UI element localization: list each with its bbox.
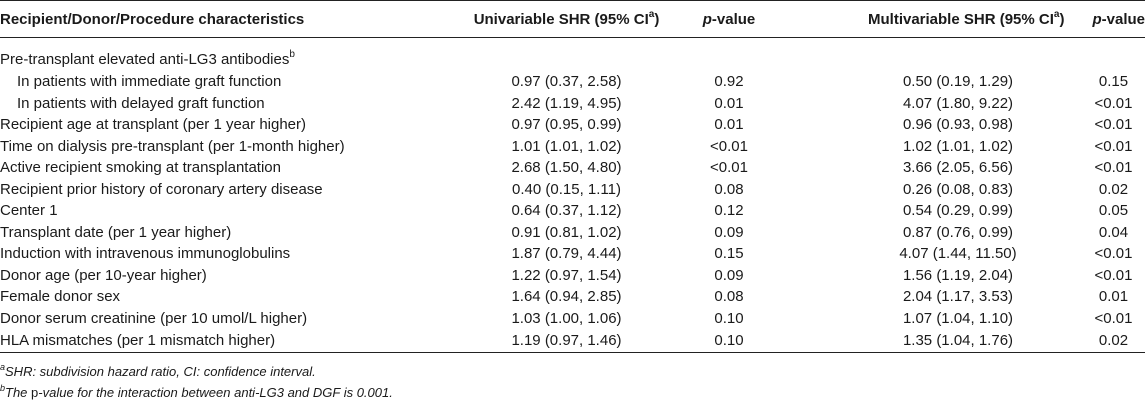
- univariable-p-value-cell: 0.08: [714, 288, 744, 306]
- univariable-p-value-cell: 0.01: [714, 116, 744, 134]
- table-row: Induction with intravenous immunoglobuli…: [0, 243, 1145, 265]
- univariable-shr-cell: 0.40 (0.15, 1.11): [512, 180, 621, 198]
- table-row: HLA mismatches (per 1 mismatch higher) 1.…: [0, 329, 1145, 353]
- univariable-p-value-cell: 0.08: [714, 180, 744, 198]
- footnote-a: aSHR: subdivision hazard ratio, CI: conf…: [0, 361, 316, 379]
- multivariable-p-value-cell: <0.01: [1094, 137, 1133, 155]
- row-label: Donor age (per 10-year higher): [0, 266, 207, 284]
- multivariable-p-value-cell: 0.02: [1098, 180, 1129, 198]
- row-label: Center 1: [0, 202, 58, 220]
- univariable-shr-cell: 0.97 (0.95, 0.99): [511, 116, 622, 134]
- univariable-p-value-cell: 0.09: [714, 223, 744, 241]
- header-characteristics: Recipient/Donor/Procedure characteristic…: [0, 0, 405, 38]
- multivariable-shr-cell: 0.87 (0.76, 0.99): [902, 223, 1014, 241]
- table-row: In patients with delayed graft function 2…: [0, 93, 1145, 115]
- header-multivariable-shr: Multivariable SHR (95% CIa): [796, 0, 1064, 38]
- multivariable-p-value-cell: <0.01: [1094, 94, 1133, 112]
- univariable-shr-cell: 1.22 (0.97, 1.54): [511, 266, 622, 284]
- multivariable-shr-cell: 1.56 (1.19, 2.04): [902, 266, 1014, 284]
- multivariable-p-value-cell: 0.01: [1098, 288, 1129, 306]
- univariable-shr-cell: 0.64 (0.37, 1.12): [511, 202, 622, 220]
- univariable-shr-cell: 0.97 (0.37, 2.58): [511, 73, 622, 91]
- univariable-shr-cell: 1.01 (1.01, 1.02): [511, 137, 622, 155]
- univariable-p-value-cell: 0.92: [714, 73, 744, 91]
- table-row: Active recipient smoking at transplantat…: [0, 157, 1145, 179]
- row-label: In patients with immediate graft functio…: [17, 73, 282, 91]
- row-label: Recipient age at transplant (per 1 year …: [0, 116, 307, 134]
- multivariable-p-value-cell: 0.02: [1050, 329, 1145, 353]
- multivariable-p-value-cell: <0.01: [1094, 309, 1133, 327]
- multivariable-p-value-cell: <0.01: [1094, 116, 1133, 134]
- multivariable-shr-cell: 1.07 (1.04, 1.10): [902, 309, 1014, 327]
- header-row: Recipient/Donor/Procedure characteristic…: [0, 0, 1145, 38]
- univariable-p-value-cell: 0.12: [714, 202, 744, 220]
- univariable-p-value-cell: <0.01: [710, 159, 748, 177]
- multivariable-shr-cell: 4.07 (1.44, 11.50): [899, 245, 1017, 263]
- univariable-shr-cell: 1.19 (0.97, 1.46): [405, 329, 662, 353]
- multivariable-shr-cell: 3.66 (2.05, 6.56): [902, 159, 1014, 177]
- univariable-shr-cell: 2.42 (1.19, 4.95): [511, 94, 622, 112]
- multivariable-p-value-cell: <0.01: [1094, 245, 1133, 263]
- multivariable-p-value-cell: <0.01: [1094, 266, 1133, 284]
- multivariable-shr-cell: 2.04 (1.17, 3.53): [902, 288, 1014, 306]
- univariable-shr-cell: 1.87 (0.79, 4.44): [511, 245, 622, 263]
- row-label: Female donor sex: [0, 288, 121, 306]
- row-label: Transplant date (per 1 year higher): [0, 223, 232, 241]
- row-label: Recipient prior history of coronary arte…: [0, 180, 323, 198]
- row-label: Donor serum creatinine (per 10 umol/L hi…: [0, 309, 308, 327]
- footnote-b: bThe p-value for the interaction between…: [0, 382, 393, 400]
- multivariable-shr-cell: 1.35 (1.04, 1.76): [796, 329, 1050, 353]
- header-univariable-shr: Univariable SHR (95% CIa): [405, 0, 662, 38]
- univariable-p-value-cell: 0.10: [662, 329, 796, 353]
- row-label: HLA mismatches (per 1 mismatch higher): [0, 329, 405, 353]
- multivariable-p-value-cell: 0.05: [1098, 202, 1129, 220]
- univariable-p-value-cell: 0.09: [714, 266, 744, 284]
- multivariable-shr-cell: 0.26 (0.08, 0.83): [902, 180, 1014, 198]
- row-label: Induction with intravenous immunoglobuli…: [0, 245, 291, 263]
- table-row: Recipient prior history of coronary arte…: [0, 179, 1145, 201]
- univariable-p-value-cell: 0.15: [714, 245, 744, 263]
- univariable-p-value-cell: 0.10: [714, 309, 744, 327]
- table-row: Donor serum creatinine (per 10 umol/L hi…: [0, 308, 1145, 330]
- header-p-value: p-value: [662, 0, 796, 38]
- table-row: Transplant date (per 1 year higher) 0.91 …: [0, 222, 1145, 244]
- univariable-shr-cell: 2.68 (1.50, 4.80): [511, 159, 622, 177]
- multivariable-shr-cell: 0.96 (0.93, 0.98): [902, 116, 1014, 134]
- univariable-p-value-cell: 0.01: [714, 94, 744, 112]
- table-row: Center 1 0.64 (0.37, 1.12) 0.12 0.54 (0.29,…: [0, 200, 1145, 222]
- group-row: Pre-transplant elevated anti-LG3 antibod…: [0, 38, 1145, 72]
- univariable-shr-cell: 0.91 (0.81, 1.02): [511, 223, 622, 241]
- footnotes: aSHR: subdivision hazard ratio, CI: conf…: [0, 361, 1145, 403]
- results-table: Recipient/Donor/Procedure characteristic…: [0, 0, 1145, 353]
- multivariable-shr-cell: 0.54 (0.29, 0.99): [902, 202, 1014, 220]
- multivariable-p-value-cell: <0.01: [1094, 159, 1133, 177]
- table-row: Female donor sex 1.64 (0.94, 2.85) 0.08 2.0…: [0, 286, 1145, 308]
- table-row: In patients with immediate graft functio…: [0, 71, 1145, 93]
- multivariable-shr-cell: 1.02 (1.01, 1.02): [902, 137, 1014, 155]
- header-p-value-multivariable: p-value: [1050, 0, 1145, 38]
- group-label: Pre-transplant elevated anti-LG3 antibod…: [0, 49, 295, 69]
- row-label: Time on dialysis pre-transplant (per 1-m…: [0, 137, 345, 155]
- univariable-shr-cell: 1.64 (0.94, 2.85): [511, 288, 622, 306]
- univariable-shr-cell: 1.03 (1.00, 1.06): [511, 309, 622, 327]
- row-label: Active recipient smoking at transplantat…: [0, 159, 281, 177]
- multivariable-p-value-cell: 0.15: [1098, 73, 1129, 91]
- table-row: Time on dialysis pre-transplant (per 1-m…: [0, 136, 1145, 158]
- univariable-p-value-cell: <0.01: [710, 137, 748, 155]
- row-label: In patients with delayed graft function: [17, 94, 265, 112]
- multivariable-p-value-cell: 0.04: [1098, 223, 1129, 241]
- table-row: Recipient age at transplant (per 1 year …: [0, 114, 1145, 136]
- multivariable-shr-cell: 0.50 (0.19, 1.29): [902, 73, 1014, 91]
- table-row: Donor age (per 10-year higher) 1.22 (0.97…: [0, 265, 1145, 287]
- multivariable-shr-cell: 4.07 (1.80, 9.22): [902, 94, 1014, 112]
